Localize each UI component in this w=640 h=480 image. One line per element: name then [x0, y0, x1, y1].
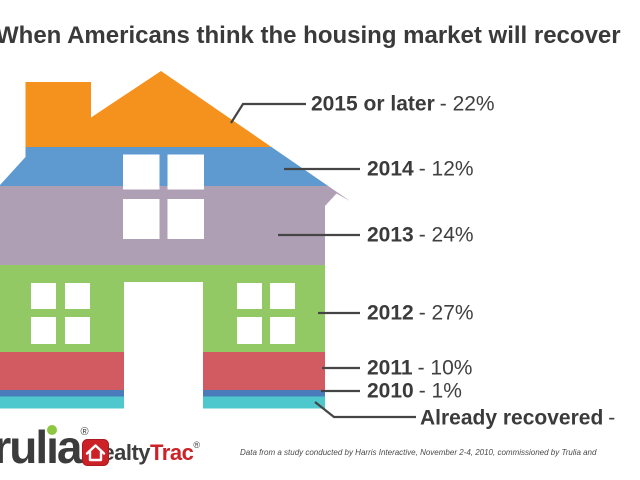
label-2013: 2013- 24%: [367, 225, 474, 246]
label-2010: 2010- 1%: [367, 381, 462, 402]
realtytrac-logo: RealtyTrac®: [82, 439, 200, 466]
label-year: 2012: [367, 301, 414, 325]
trulia-text-end: a: [56, 421, 83, 473]
realtytrac-trac: Trac: [150, 439, 194, 465]
label-year: 2013: [367, 223, 414, 247]
label-value: - 10%: [417, 356, 473, 380]
upper-window: [123, 154, 204, 239]
label-value: - 1%: [418, 379, 462, 403]
data-attribution: Data from a study conducted by Harris In…: [240, 448, 597, 457]
lower-left-window: [31, 283, 90, 344]
trulia-logo: trulıa®: [0, 424, 89, 470]
label-year: 2010: [367, 379, 414, 403]
door: [124, 282, 203, 409]
label-year: 2014: [367, 157, 414, 181]
leader-2015: [230, 102, 306, 124]
label-2014: 2014- 12%: [367, 159, 474, 180]
label-year: Already recovered: [420, 406, 604, 430]
realtytrac-registered-mark: ®: [193, 439, 200, 450]
label-year: 2011: [367, 356, 413, 380]
label-2012: 2012- 27%: [367, 303, 474, 324]
label-value: - 22%: [439, 92, 495, 116]
trulia-registered-mark: ®: [80, 426, 89, 438]
realtytrac-house-icon: [82, 439, 109, 466]
label-year: 2015 or later: [311, 92, 435, 116]
lower-right-window: [237, 283, 295, 344]
page-title: When Americans think the housing market …: [0, 22, 621, 49]
label-value: - 24%: [418, 223, 474, 247]
label-value: - 27%: [418, 301, 474, 325]
leader-lines: [230, 102, 416, 419]
label-value: - 12%: [418, 157, 474, 181]
trulia-text: trul: [0, 421, 48, 473]
label-already-recovered: Already recovered -: [420, 408, 615, 429]
leader-already-recovered: [314, 401, 416, 419]
label-2011: 2011- 10%: [367, 358, 472, 379]
label-value: -: [608, 406, 616, 430]
trulia-i-green-dot: ı: [46, 421, 59, 473]
label-2015-or-later: 2015 or later - 22%: [311, 94, 495, 115]
